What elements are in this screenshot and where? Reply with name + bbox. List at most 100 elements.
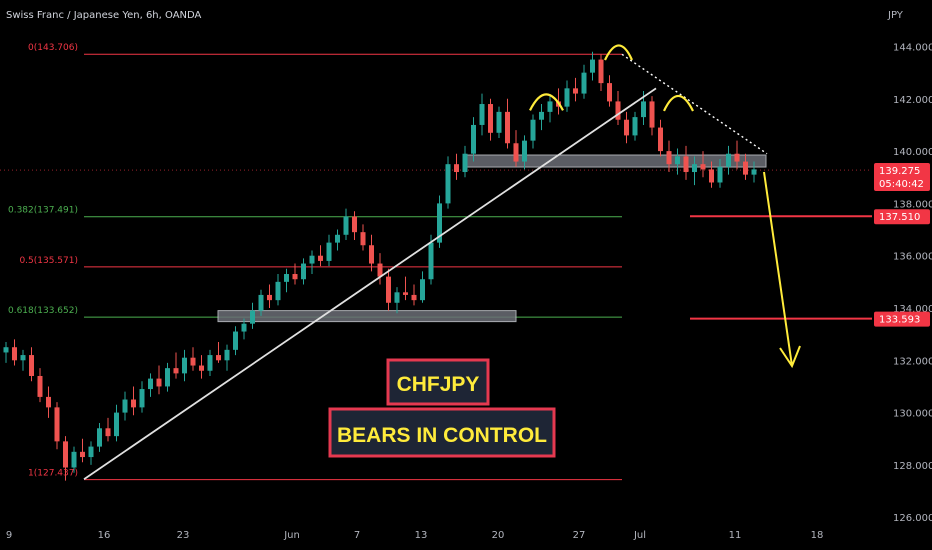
candle-body xyxy=(190,357,196,366)
candle-body xyxy=(573,88,578,94)
candle-body xyxy=(343,216,349,235)
candle-body xyxy=(590,59,595,73)
candle-body xyxy=(675,156,680,165)
candle-body xyxy=(641,101,646,118)
fibonacci-labels: 0(143.706) 0.382(137.491) 0.5(135.571) 0.61… xyxy=(8,43,78,478)
price-label-value: 137.510 xyxy=(879,212,920,223)
candle-body xyxy=(258,294,264,311)
candle-body xyxy=(615,101,621,120)
candle-body xyxy=(751,169,757,175)
symbol-label: CHFJPY xyxy=(397,373,480,396)
candle-body xyxy=(37,375,43,397)
candle-body xyxy=(292,274,298,280)
y-tick-label: 138.000 xyxy=(893,199,932,210)
candle-body xyxy=(301,263,306,280)
candle-body xyxy=(131,399,136,408)
head-arc xyxy=(604,44,634,61)
candle-body xyxy=(20,355,26,361)
left-shoulder-arc xyxy=(529,93,564,111)
candle-body xyxy=(403,292,408,295)
chart-title: Swiss Franc / Japanese Yen, 6h, OANDA xyxy=(6,10,202,21)
candle-body xyxy=(700,164,706,170)
time-axis[interactable]: 9 16 23 Jun 7 13 20 27 Jul 11 18 xyxy=(6,530,824,541)
headline-label: BEARS IN CONTROL xyxy=(337,424,547,447)
fib-level-label: 0.5(135.571) xyxy=(19,256,78,266)
candle-body xyxy=(522,140,527,162)
candle-body xyxy=(624,119,629,136)
candle-body xyxy=(734,153,740,162)
candle-body xyxy=(445,164,451,204)
x-tick-label: 13 xyxy=(415,530,428,541)
candle-body xyxy=(386,276,391,303)
candlestick-series xyxy=(3,51,757,481)
candle-body xyxy=(709,169,714,183)
candle-body xyxy=(411,294,417,301)
y-tick-label: 128.000 xyxy=(893,461,932,472)
descending-dotted-line xyxy=(621,53,768,155)
candle-body xyxy=(156,378,162,387)
x-tick-label: 20 xyxy=(492,530,505,541)
candle-body xyxy=(530,119,536,141)
pattern-drawings xyxy=(83,44,801,481)
candle-body xyxy=(326,242,332,261)
x-tick-label: Jul xyxy=(633,530,646,541)
drawing-layer-lines xyxy=(0,53,872,481)
candle-body xyxy=(284,274,289,282)
candle-body xyxy=(437,203,442,243)
y-tick-label: 136.000 xyxy=(893,252,932,263)
candle-body xyxy=(377,263,383,277)
candle-body xyxy=(275,281,281,301)
headline-box xyxy=(328,407,556,458)
candle-body xyxy=(692,164,697,173)
candle-body xyxy=(479,104,485,125)
price-label-value: 139.275 xyxy=(879,166,920,177)
candle-body xyxy=(46,396,51,408)
candle-body xyxy=(3,347,9,353)
candle-body xyxy=(658,127,663,152)
x-tick-label: Jun xyxy=(283,530,300,541)
y-tick-label: 144.000 xyxy=(893,43,932,54)
candle-body xyxy=(488,104,493,133)
candle-body xyxy=(80,451,85,458)
candle-body xyxy=(369,245,374,264)
x-tick-label: 18 xyxy=(811,530,824,541)
fib-level-label: 0.382(137.491) xyxy=(8,206,78,216)
fib-level-label: 0.618(133.652) xyxy=(8,306,78,316)
price-axis[interactable]: 144.000 142.000 140.000 138.000 136.000 134.0… xyxy=(893,43,932,525)
candle-body xyxy=(216,355,221,361)
candle-body xyxy=(207,355,213,371)
candle-body xyxy=(360,232,366,246)
candle-body xyxy=(471,124,476,154)
candle-body xyxy=(114,412,119,437)
neckline-zone xyxy=(465,154,767,168)
y-tick-label: 134.000 xyxy=(893,304,932,315)
x-tick-label: 7 xyxy=(354,530,360,541)
candle-body xyxy=(547,101,553,112)
annotation-boxes: CHFJPY BEARS IN CONTROL xyxy=(328,358,556,458)
candle-body xyxy=(607,83,612,102)
candle-body xyxy=(462,153,468,173)
candle-body xyxy=(505,111,510,144)
candle-body xyxy=(598,59,604,84)
candle-body xyxy=(12,347,17,361)
price-label-bg xyxy=(874,209,930,225)
candle-body xyxy=(318,255,323,261)
candle-body xyxy=(233,331,238,350)
candle-body xyxy=(743,161,748,175)
candle-body xyxy=(454,164,459,173)
fib-level-label: 0(143.706) xyxy=(28,43,78,53)
candle-body xyxy=(182,357,187,374)
candle-body xyxy=(717,166,723,183)
x-tick-label: 11 xyxy=(729,530,742,541)
candle-body xyxy=(513,143,519,162)
candle-body xyxy=(250,310,255,324)
candle-body xyxy=(105,428,111,437)
candle-body xyxy=(666,151,672,165)
candle-body xyxy=(63,441,68,468)
candle-body xyxy=(165,368,170,387)
y-tick-label: 140.000 xyxy=(893,147,932,158)
candle-body xyxy=(54,407,60,442)
candle-body xyxy=(632,117,638,136)
y-tick-label: 132.000 xyxy=(893,356,932,367)
